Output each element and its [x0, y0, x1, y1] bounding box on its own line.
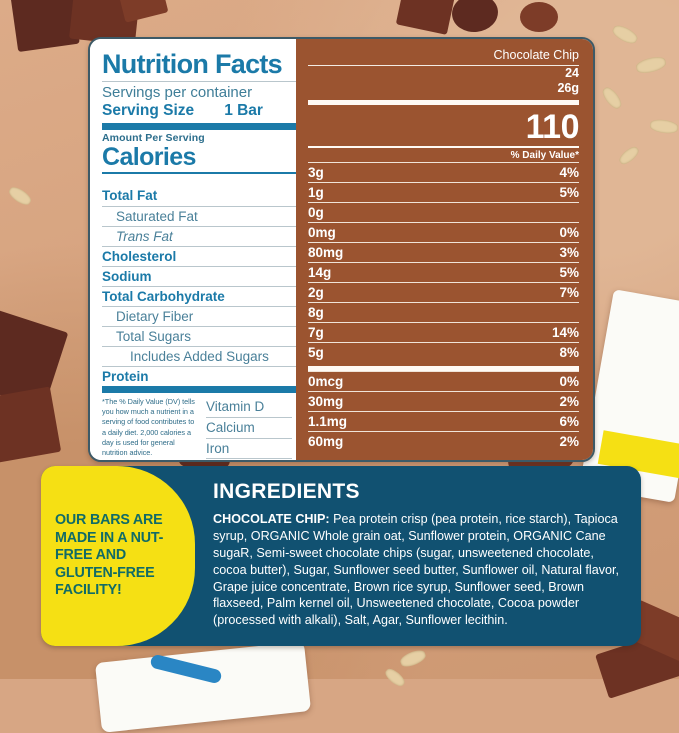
amount: 5g — [308, 345, 324, 361]
amount: 8g — [308, 305, 324, 321]
flavor-name: Chocolate Chip — [493, 48, 579, 62]
page-title: Nutrition Facts — [102, 49, 283, 79]
ingredients-body: Pea protein crisp (pea protein, rice sta… — [213, 512, 620, 628]
divider-medium — [308, 146, 579, 149]
amount: 3g — [308, 165, 324, 181]
serving-size-row: Serving Size 1 Bar — [102, 101, 296, 123]
daily-value-header: % Daily Value* — [510, 150, 579, 162]
ingredients-title: INGREDIENTS — [213, 480, 360, 503]
footnote-and-micros: *The % Daily Value (DV) tells you how mu… — [102, 393, 296, 461]
row-label-trans-fat: Trans Fat — [102, 225, 296, 246]
row-label-vitamin-d: Vitamin D — [206, 399, 265, 415]
row-label-dietary-fiber: Dietary Fiber — [102, 305, 296, 326]
percent: 2% — [559, 394, 579, 410]
amount: 60mg — [308, 434, 344, 450]
row-label-saturated-fat: Saturated Fat — [102, 205, 296, 226]
row-label-total-fat: Total Fat — [102, 188, 158, 203]
row-value-added-sugars: 7g 14% — [308, 322, 579, 342]
calories-value: 110 — [525, 107, 580, 146]
ingredients-panel: OUR BARS ARE MADE IN A NUT-FREE AND GLUT… — [41, 466, 641, 646]
row-value-total-sugars: 8g — [308, 302, 579, 322]
amount: 80mg — [308, 245, 344, 261]
ingredients-content: INGREDIENTS CHOCOLATE CHIP: Pea protein … — [213, 466, 627, 646]
amount: 0mg — [308, 225, 336, 241]
amount: 30mg — [308, 394, 344, 410]
percent: 0% — [559, 225, 579, 241]
row-label-potassium: Potassium — [206, 458, 292, 460]
micronutrient-labels: Vitamin D Calcium Iron Potassium — [206, 397, 296, 461]
nutrition-facts-panel: Nutrition Facts Servings per container S… — [88, 37, 595, 462]
row-value-sodium: 80mg 3% — [308, 242, 579, 262]
chocolate-piece — [520, 2, 558, 32]
amount: 1.1mg — [308, 414, 348, 430]
row-value-total-carbohydrate: 14g 5% — [308, 262, 579, 282]
percent: 6% — [559, 414, 579, 430]
percent: 4% — [559, 165, 579, 181]
divider-thick-2 — [102, 385, 296, 393]
row-label-trans-fat-text: Trans Fat — [116, 228, 173, 244]
row-value-potassium: 60mg 2% — [308, 431, 579, 451]
ingredients-text: CHOCOLATE CHIP: Pea protein crisp (pea p… — [213, 511, 627, 629]
spacer — [102, 174, 296, 186]
row-label-added-sugars: Includes Added Sugars — [102, 345, 296, 366]
percent: 8% — [559, 345, 579, 361]
divider-thick — [102, 123, 296, 131]
calories-label: Calories — [102, 143, 196, 172]
divider-thick — [308, 99, 579, 105]
row-label-protein: Protein — [102, 365, 296, 386]
percent: 7% — [559, 285, 579, 301]
percent: 5% — [559, 265, 579, 281]
serving-size-label: Serving Size — [102, 102, 195, 120]
row-label-iron: Iron — [206, 437, 292, 459]
nutrition-labels-column: Nutrition Facts Servings per container S… — [90, 39, 296, 460]
row-value-trans-fat: 0g — [308, 202, 579, 222]
amount: 14g — [308, 265, 332, 281]
row-value-vitamin-d: 0mcg 0% — [308, 371, 579, 391]
row-label-sodium: Sodium — [102, 265, 296, 286]
serving-size-value: 1 Bar — [224, 102, 263, 120]
row-label-total-sugars: Total Sugars — [102, 325, 296, 346]
amount-per-serving-label: Amount Per Serving — [102, 132, 205, 145]
divider-medium — [102, 171, 296, 174]
servings-per-container-value: 24 — [565, 66, 579, 80]
amount: 0mcg — [308, 374, 344, 390]
row-label-cholesterol: Cholesterol — [102, 245, 296, 266]
row-value-total-fat: 3g 4% — [308, 162, 579, 182]
servings-per-container-label: Servings per container — [102, 84, 253, 101]
percent: 2% — [559, 434, 579, 450]
amount: 7g — [308, 325, 324, 341]
serving-size-grams: 26g — [557, 81, 579, 96]
row-value-calcium: 30mg 2% — [308, 391, 579, 411]
row-label-calcium: Calcium — [206, 417, 292, 438]
percent: 0% — [559, 374, 579, 390]
amount: 1g — [308, 185, 324, 201]
row-value-saturated-fat: 1g 5% — [308, 182, 579, 202]
divider — [308, 65, 579, 66]
row-value-dietary-fiber: 2g 7% — [308, 282, 579, 302]
nut-free-badge: OUR BARS ARE MADE IN A NUT-FREE AND GLUT… — [41, 466, 195, 646]
amount: 2g — [308, 285, 324, 301]
percent: 3% — [559, 245, 579, 261]
divider-thick-2 — [308, 366, 579, 372]
row-value-cholesterol: 0mg 0% — [308, 222, 579, 242]
divider — [102, 81, 296, 82]
ingredients-flavor-prefix: CHOCOLATE CHIP: — [213, 512, 330, 526]
nut-free-badge-text: OUR BARS ARE MADE IN A NUT-FREE AND GLUT… — [55, 512, 164, 599]
row-value-protein: 5g 8% — [308, 342, 579, 362]
row-value-iron: 1.1mg 6% — [308, 411, 579, 431]
percent: 5% — [559, 185, 579, 201]
daily-value-footnote: *The % Daily Value (DV) tells you how mu… — [102, 396, 195, 458]
percent: 14% — [551, 325, 579, 341]
amount: 0g — [308, 205, 324, 221]
row-label-total-carbohydrate: Total Carbohydrate — [102, 285, 296, 306]
nutrition-values-column: Chocolate Chip 24 26g 110 % Daily Value*… — [296, 39, 593, 460]
